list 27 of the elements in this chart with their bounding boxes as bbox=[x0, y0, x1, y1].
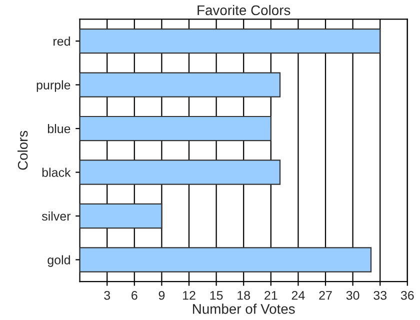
chart-title: Favorite Colors bbox=[198, 4, 290, 16]
x-tick-label: 33 bbox=[374, 290, 387, 300]
bar bbox=[80, 116, 272, 142]
bar bbox=[80, 203, 162, 229]
x-tick-label: 36 bbox=[400, 290, 414, 300]
x-tick-label: 12 bbox=[183, 290, 196, 300]
x-tick-label: 27 bbox=[319, 290, 332, 300]
bar bbox=[80, 160, 281, 185]
x-axis-title: Number of Votes bbox=[193, 304, 295, 314]
y-tick-label: red bbox=[54, 36, 70, 46]
x-tick-label: 15 bbox=[210, 291, 223, 300]
bar bbox=[80, 28, 381, 54]
x-tick-label: 3 bbox=[104, 290, 110, 300]
y-tick-label: black bbox=[42, 168, 71, 177]
y-tick-label: gold bbox=[48, 255, 70, 267]
y-tick-label: blue bbox=[48, 124, 70, 134]
x-tick-label: 30 bbox=[346, 290, 360, 300]
x-tick-label: 6 bbox=[132, 290, 138, 300]
y-axis-title: Colors bbox=[18, 130, 28, 170]
x-tick-label: 21 bbox=[264, 290, 278, 300]
bar bbox=[80, 247, 372, 272]
y-tick-label: purple bbox=[36, 80, 70, 92]
x-tick-label: 24 bbox=[292, 290, 305, 300]
y-tick-label: silver bbox=[42, 211, 71, 221]
x-tick-label: 9 bbox=[158, 290, 165, 300]
bar bbox=[80, 72, 281, 98]
x-tick-label: 18 bbox=[238, 290, 250, 300]
